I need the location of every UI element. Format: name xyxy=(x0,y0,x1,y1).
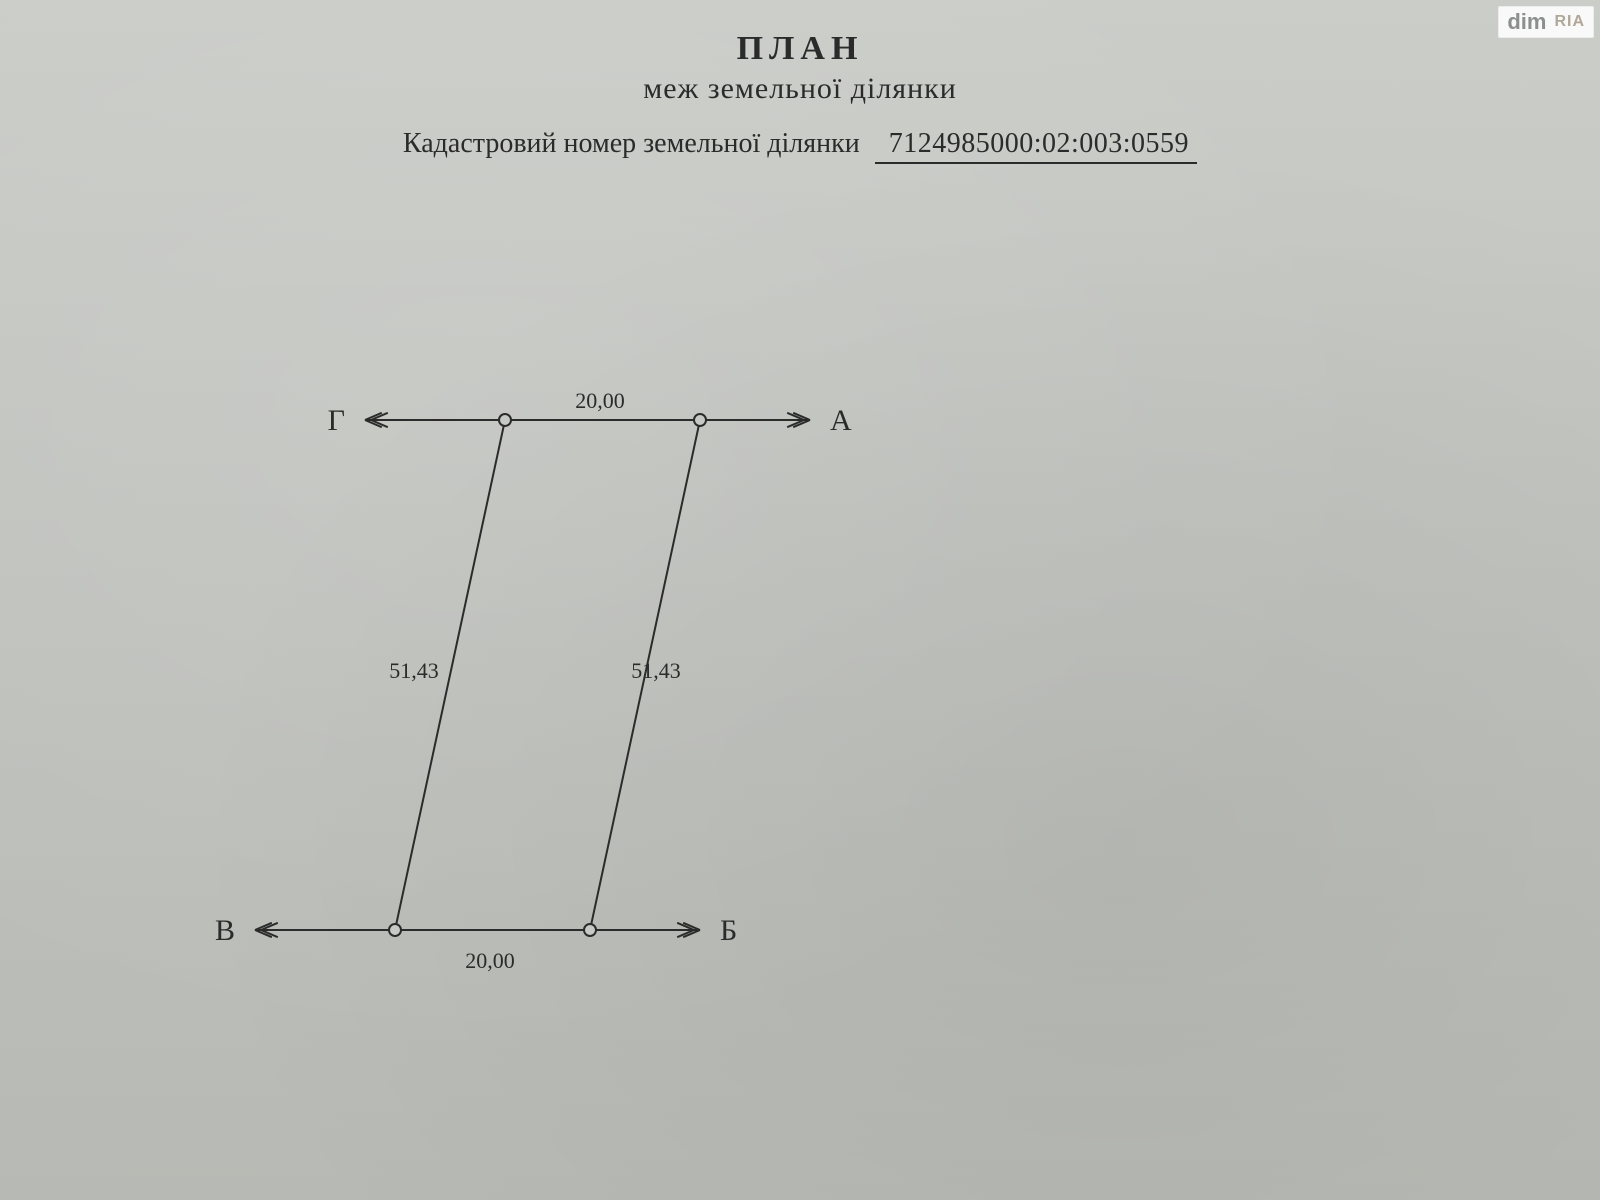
page: ПЛАН меж земельної ділянки Кадастровий н… xyxy=(0,0,1600,1200)
plot-diagram: 20,00 51,43 20,00 51,43 Г А В Б xyxy=(0,0,1600,1200)
direction-label: Г xyxy=(328,404,345,437)
dimension-label: 20,00 xyxy=(465,948,515,973)
watermark: dim RIA xyxy=(1498,6,1594,38)
vertex-marker xyxy=(389,924,401,936)
direction-label: В xyxy=(215,914,235,947)
dimension-label: 51,43 xyxy=(631,658,681,683)
watermark-site: RIA xyxy=(1554,13,1585,31)
direction-label: Б xyxy=(720,914,737,947)
dimension-label: 20,00 xyxy=(575,388,625,413)
direction-label: А xyxy=(830,404,852,437)
dimension-label: 51,43 xyxy=(389,658,439,683)
vertex-marker xyxy=(499,414,511,426)
vertex-marker xyxy=(584,924,596,936)
watermark-brand: dim xyxy=(1507,9,1546,35)
vertex-marker xyxy=(694,414,706,426)
